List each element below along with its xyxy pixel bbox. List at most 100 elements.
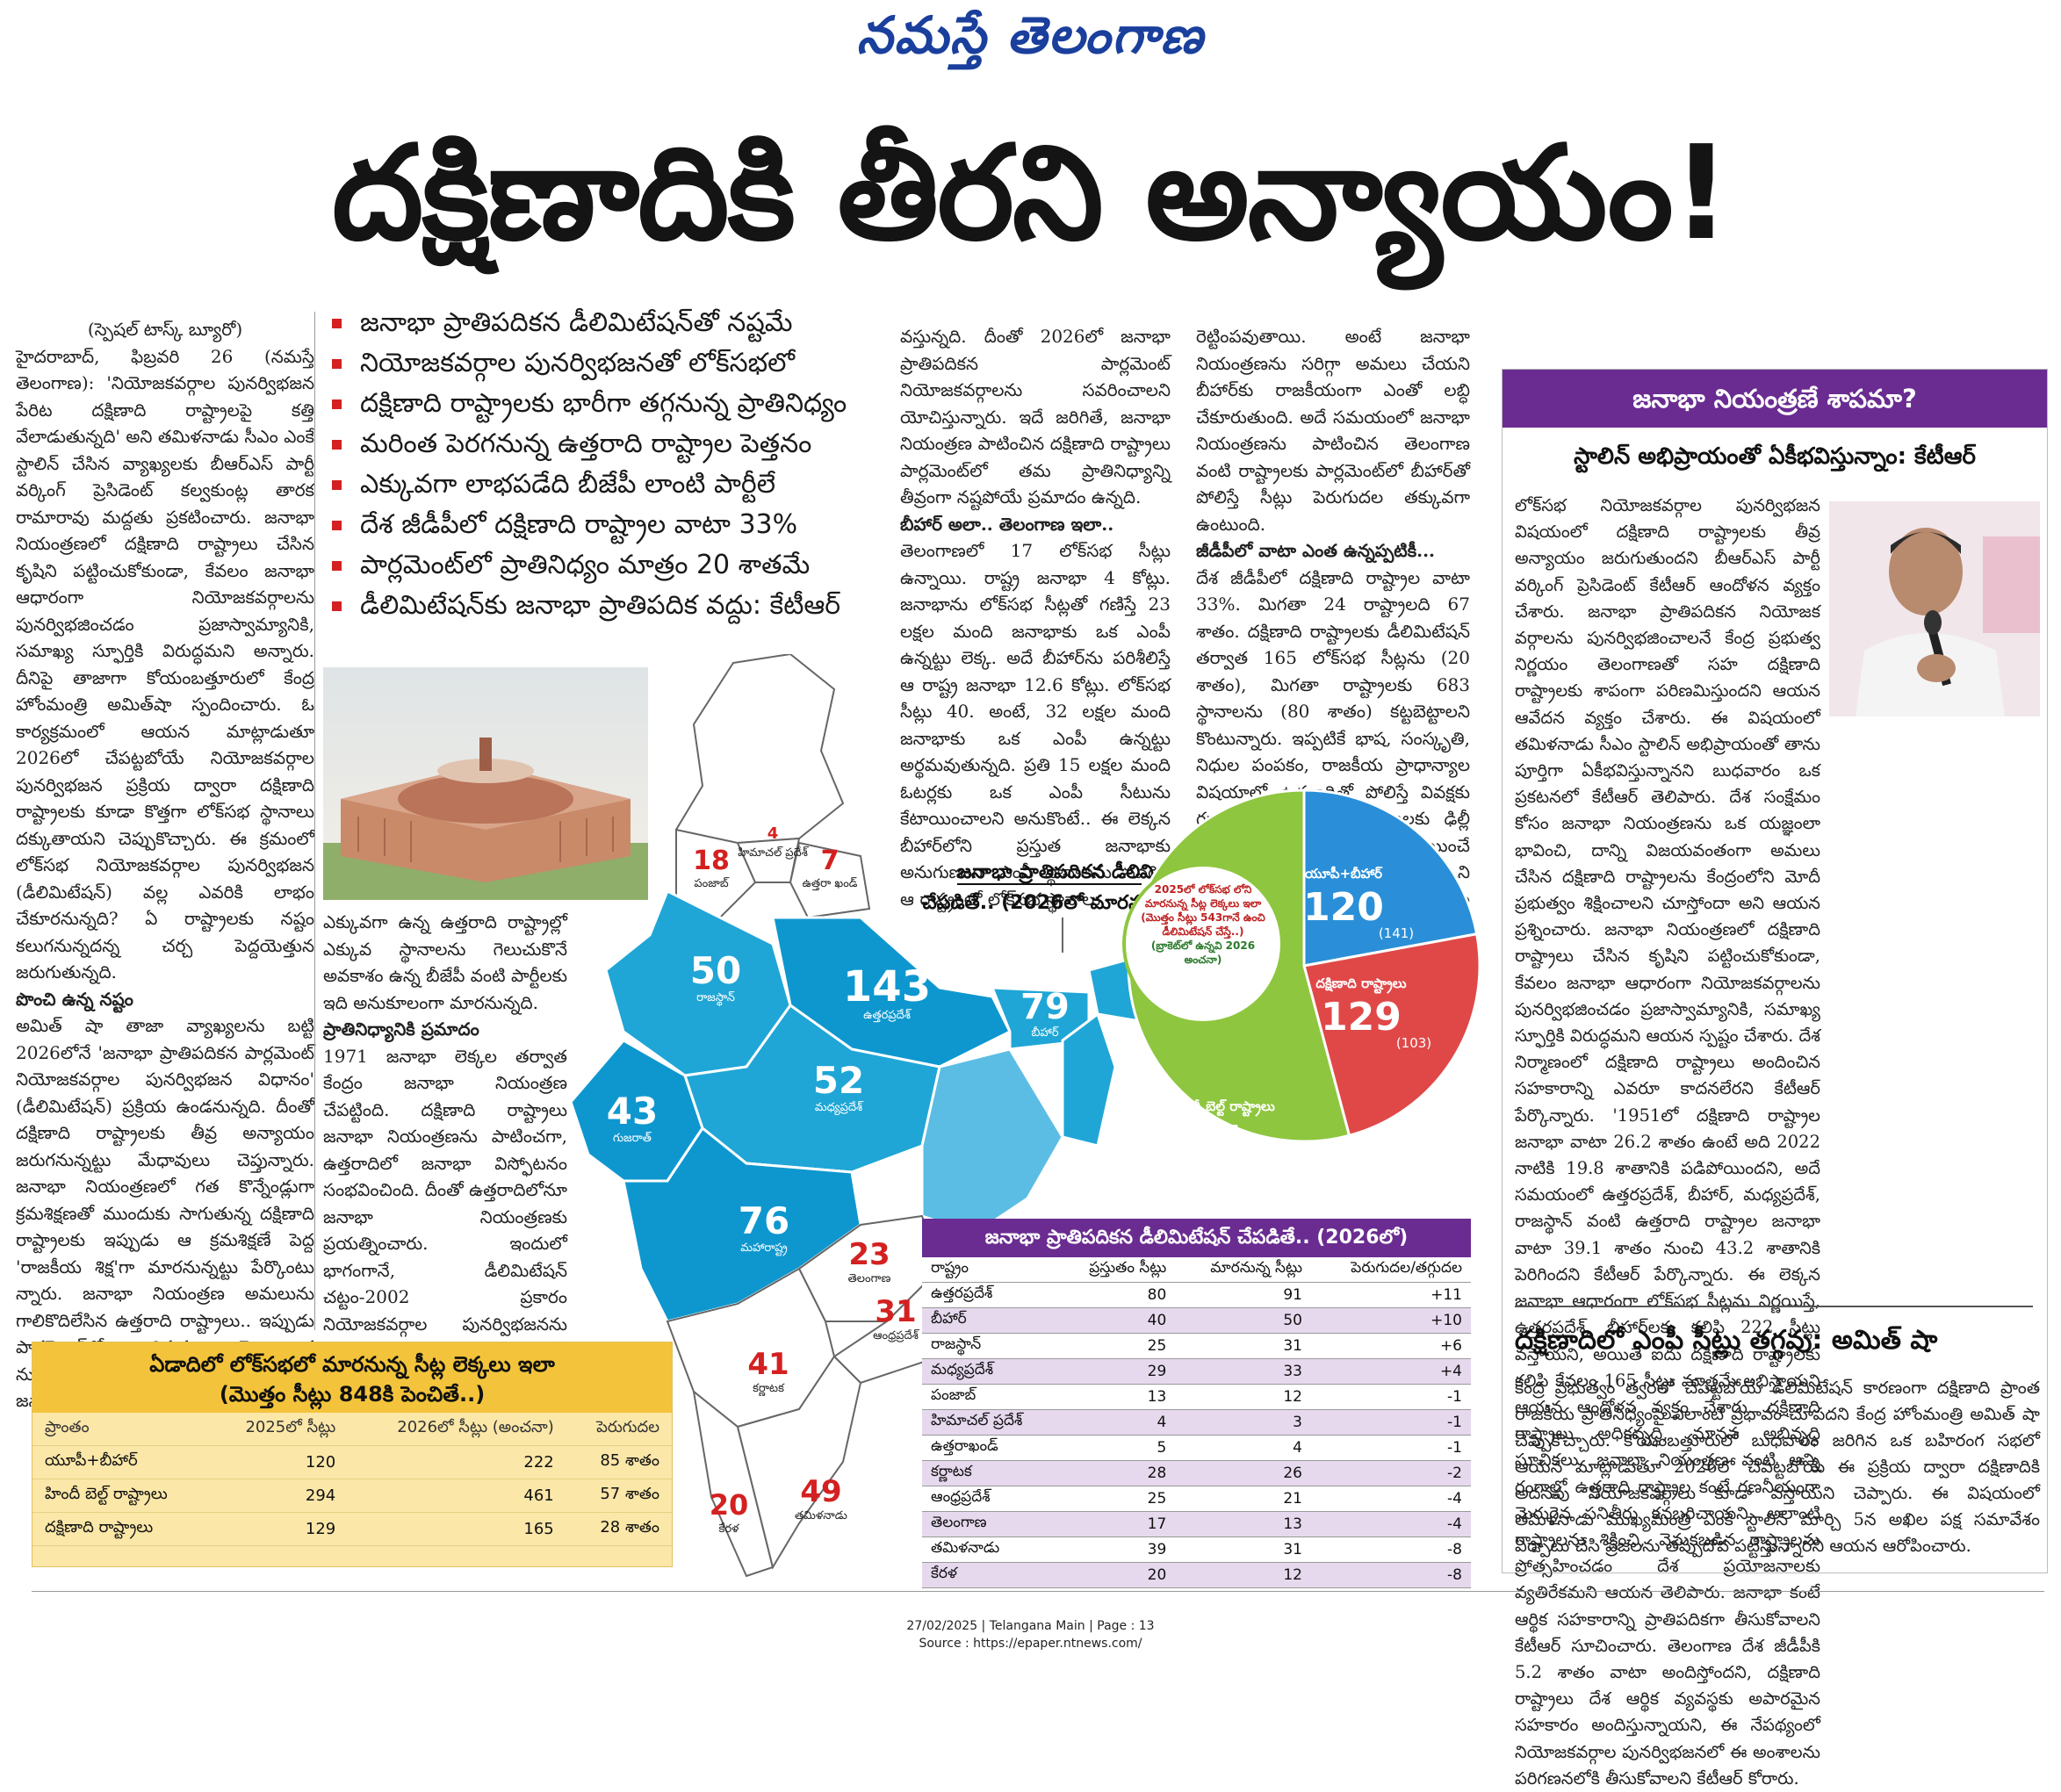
article-column-3: వస్తున్నది. దీంతో 2026లో జనాభా ప్రాతిపది… xyxy=(900,323,1171,912)
pie-slice-label: యూపీ+బీహార్ xyxy=(1305,866,1383,882)
india-seat-map: జనాభా ప్రాతిపదికన డీలిమిటేషన్ చేపడితే.. … xyxy=(569,652,1493,1598)
column-2-subheading: ప్రాతినిధ్యానికి ప్రమాదం xyxy=(323,1018,479,1040)
pie-center-text: 2025లో లోక్‌సభ లోని మారనున్న సీట్ల లెక్క… xyxy=(1141,883,1265,938)
table-row: కర్ణాటక 28 26 -2 xyxy=(922,1460,1471,1486)
map-state-bengal xyxy=(1061,1011,1117,1148)
table-cell: బీహార్ xyxy=(922,1307,1058,1334)
map-state-value: 18 xyxy=(693,846,730,876)
table-cell: 294 xyxy=(209,1479,349,1513)
table-cell: హిందీ బెల్ట్ రాష్ట్రాలు xyxy=(32,1479,210,1513)
pie-slice-label: దక్షిణాది రాష్ట్రాలు xyxy=(1315,975,1406,994)
pie-slice-projected: (141) xyxy=(1379,925,1414,941)
table-cell: రాజస్థాన్ xyxy=(922,1333,1058,1359)
map-state-name: బీహార్ xyxy=(1031,1026,1058,1040)
table-cell: -8 xyxy=(1310,1537,1471,1563)
column-1-subheading: పొంచి ఉన్న నష్టం xyxy=(16,988,133,1010)
table-cell: 50 xyxy=(1175,1307,1311,1334)
map-state-name: తెలంగాణ xyxy=(848,1272,891,1285)
map-state-value: 52 xyxy=(813,1059,864,1102)
table-cell: -8 xyxy=(1310,1562,1471,1588)
map-state-value: 79 xyxy=(1020,987,1070,1027)
table-cell: 120 xyxy=(209,1445,349,1479)
table-cell: 28 శాతం xyxy=(566,1512,672,1546)
table-cell: హిమాచల్ ప్రదేశ్ xyxy=(922,1409,1058,1436)
table-cell: -1 xyxy=(1310,1409,1471,1436)
sidebar-title: జనాభా నియంత్రణే శాపమా? xyxy=(1503,370,2047,428)
highlight-item: జనాభా ప్రాతిపదికన డీలిమిటేషన్‌తో నష్టమే xyxy=(325,303,874,343)
table-row: యూపీ+బీహార్ 120 222 85 శాతం xyxy=(32,1445,672,1479)
table-row: ఆంధ్రప్రదేశ్ 25 21 -4 xyxy=(922,1486,1471,1512)
footer-source: Source : https://epaper.ntnews.com/ xyxy=(919,1637,1142,1651)
seats-col-new: మారనున్న సీట్లు xyxy=(1175,1257,1311,1283)
table-cell: 25 xyxy=(1057,1486,1176,1512)
table-cell: 21 xyxy=(1175,1486,1311,1512)
sidebar-article-text: లోక్‌సభ నియోజకవర్గాల పునర్విభజన విషయంలో … xyxy=(1515,495,1820,1788)
pie-center-disc xyxy=(1122,863,1284,1025)
table-cell: +4 xyxy=(1310,1358,1471,1385)
map-north-region xyxy=(674,652,845,867)
table-cell: 165 xyxy=(348,1512,566,1546)
column-2-paragraph-1: ఎక్కువగా ఉన్న ఉత్తరాది రాష్ట్రాల్లో ఎక్క… xyxy=(323,911,567,1013)
highlight-item: ఎక్కువగా లాభపడేది బీజేపీ లాంటి పార్టీలే xyxy=(325,464,874,505)
table-cell: కేరళ xyxy=(922,1562,1058,1588)
seats-col-change: పెరుగుదల/తగ్గుదల xyxy=(1310,1257,1471,1283)
map-state-east-central xyxy=(920,1047,1064,1235)
page-footer: 27/02/2025 | Telangana Main | Page : 13 … xyxy=(0,1617,2061,1652)
map-state-name: ఆంధ్రప్రదేశ్ xyxy=(873,1329,920,1342)
sidebar-subtitle: స్టాలిన్ అభిప్రాయంతో ఏకీభవిస్తున్నాం: కే… xyxy=(1574,443,1976,470)
highlight-item: దక్షిణాది రాష్ట్రాలకు భారీగా తగ్గనున్న ప… xyxy=(325,384,874,424)
column-divider xyxy=(314,312,315,1330)
table-cell: -1 xyxy=(1310,1384,1471,1410)
table-cell: 4 xyxy=(1057,1409,1176,1436)
summary-col-2026: 2026లో సీట్లు (అంచనా) xyxy=(348,1413,566,1446)
map-state-name: కర్ణాటక xyxy=(753,1382,785,1397)
table-cell: కర్ణాటక xyxy=(922,1460,1058,1486)
map-state-uttarakhand xyxy=(789,841,871,919)
summary-col-2025: 2025లో సీట్లు xyxy=(209,1413,349,1446)
table-row: తమిళనాడు 39 31 -8 xyxy=(922,1537,1471,1563)
map-state-value: 31 xyxy=(875,1294,916,1329)
highlight-item: నియోజకవర్గాల పునర్విభజనతో లోక్‌సభలో xyxy=(325,343,874,384)
map-state-value: 20 xyxy=(710,1488,749,1522)
table-cell: ఉత్తరప్రదేశ్ xyxy=(922,1282,1058,1308)
map-state-value: 41 xyxy=(747,1347,789,1382)
table-cell: 91 xyxy=(1175,1282,1311,1308)
table-row: హిందీ బెల్ట్ రాష్ట్రాలు 294 461 57 శాతం xyxy=(32,1479,672,1513)
table-cell: 40 xyxy=(1057,1307,1176,1334)
seats-col-current: ప్రస్తుతం సీట్లు xyxy=(1057,1257,1176,1283)
table-cell: 129 xyxy=(209,1512,349,1546)
table-cell: +6 xyxy=(1310,1333,1471,1359)
table-cell: పంజాబ్ xyxy=(922,1384,1058,1410)
amit-shah-text: కేంద్ర ప్రభుత్వం త్వరలో చేపట్టబోయే డీలిమ… xyxy=(1515,1378,2040,1556)
table-cell: -4 xyxy=(1310,1511,1471,1537)
highlight-item: మరింత పెరగనున్న ఉత్తరాది రాష్ట్రాల పెత్త… xyxy=(325,424,874,464)
map-state-value: 76 xyxy=(739,1199,789,1242)
table-cell: 33 xyxy=(1175,1358,1311,1385)
table-cell: 12 xyxy=(1175,1562,1311,1588)
map-state-bihar xyxy=(990,986,1091,1051)
table-cell: 13 xyxy=(1057,1384,1176,1410)
pie-slice-value: 294 xyxy=(1163,1118,1243,1162)
pie-slice-value: 129 xyxy=(1321,995,1402,1040)
table-cell: 28 xyxy=(1057,1460,1176,1486)
seats-table-title: జనాభా ప్రాతిపదికన డీలిమిటేషన్ చేపడితే.. … xyxy=(922,1219,1471,1257)
table-cell: 31 xyxy=(1175,1333,1311,1359)
table-cell: 26 xyxy=(1175,1460,1311,1486)
table-row: బీహార్ 40 50 +10 xyxy=(922,1307,1471,1334)
map-state-name: మధ్యప్రదేశ్ xyxy=(815,1101,864,1116)
ktr-photo xyxy=(1829,501,2040,716)
table-cell: 5 xyxy=(1057,1435,1176,1461)
column-3-paragraph-1: వస్తున్నది. దీంతో 2026లో జనాభా ప్రాతిపది… xyxy=(900,326,1171,507)
parliament-photo xyxy=(323,667,648,900)
map-state-tamilnadu xyxy=(736,1355,862,1570)
column-3-paragraph-2: తెలంగాణలో 17 లోక్‌సభ సీట్లు ఉన్నాయి. రాష… xyxy=(900,540,1171,910)
pie-slice xyxy=(1302,932,1481,1138)
table-cell: -2 xyxy=(1310,1460,1471,1486)
footer-rule xyxy=(32,1591,2044,1592)
table-cell: ఆంధ్రప్రదేశ్ xyxy=(922,1486,1058,1512)
table-cell: 222 xyxy=(348,1445,566,1479)
summary-col-growth: పెరుగుదల xyxy=(566,1413,672,1446)
map-state-value: 7 xyxy=(821,846,840,876)
map-state-value: 49 xyxy=(800,1474,841,1509)
summary-col-region: ప్రాంతం xyxy=(32,1413,210,1446)
